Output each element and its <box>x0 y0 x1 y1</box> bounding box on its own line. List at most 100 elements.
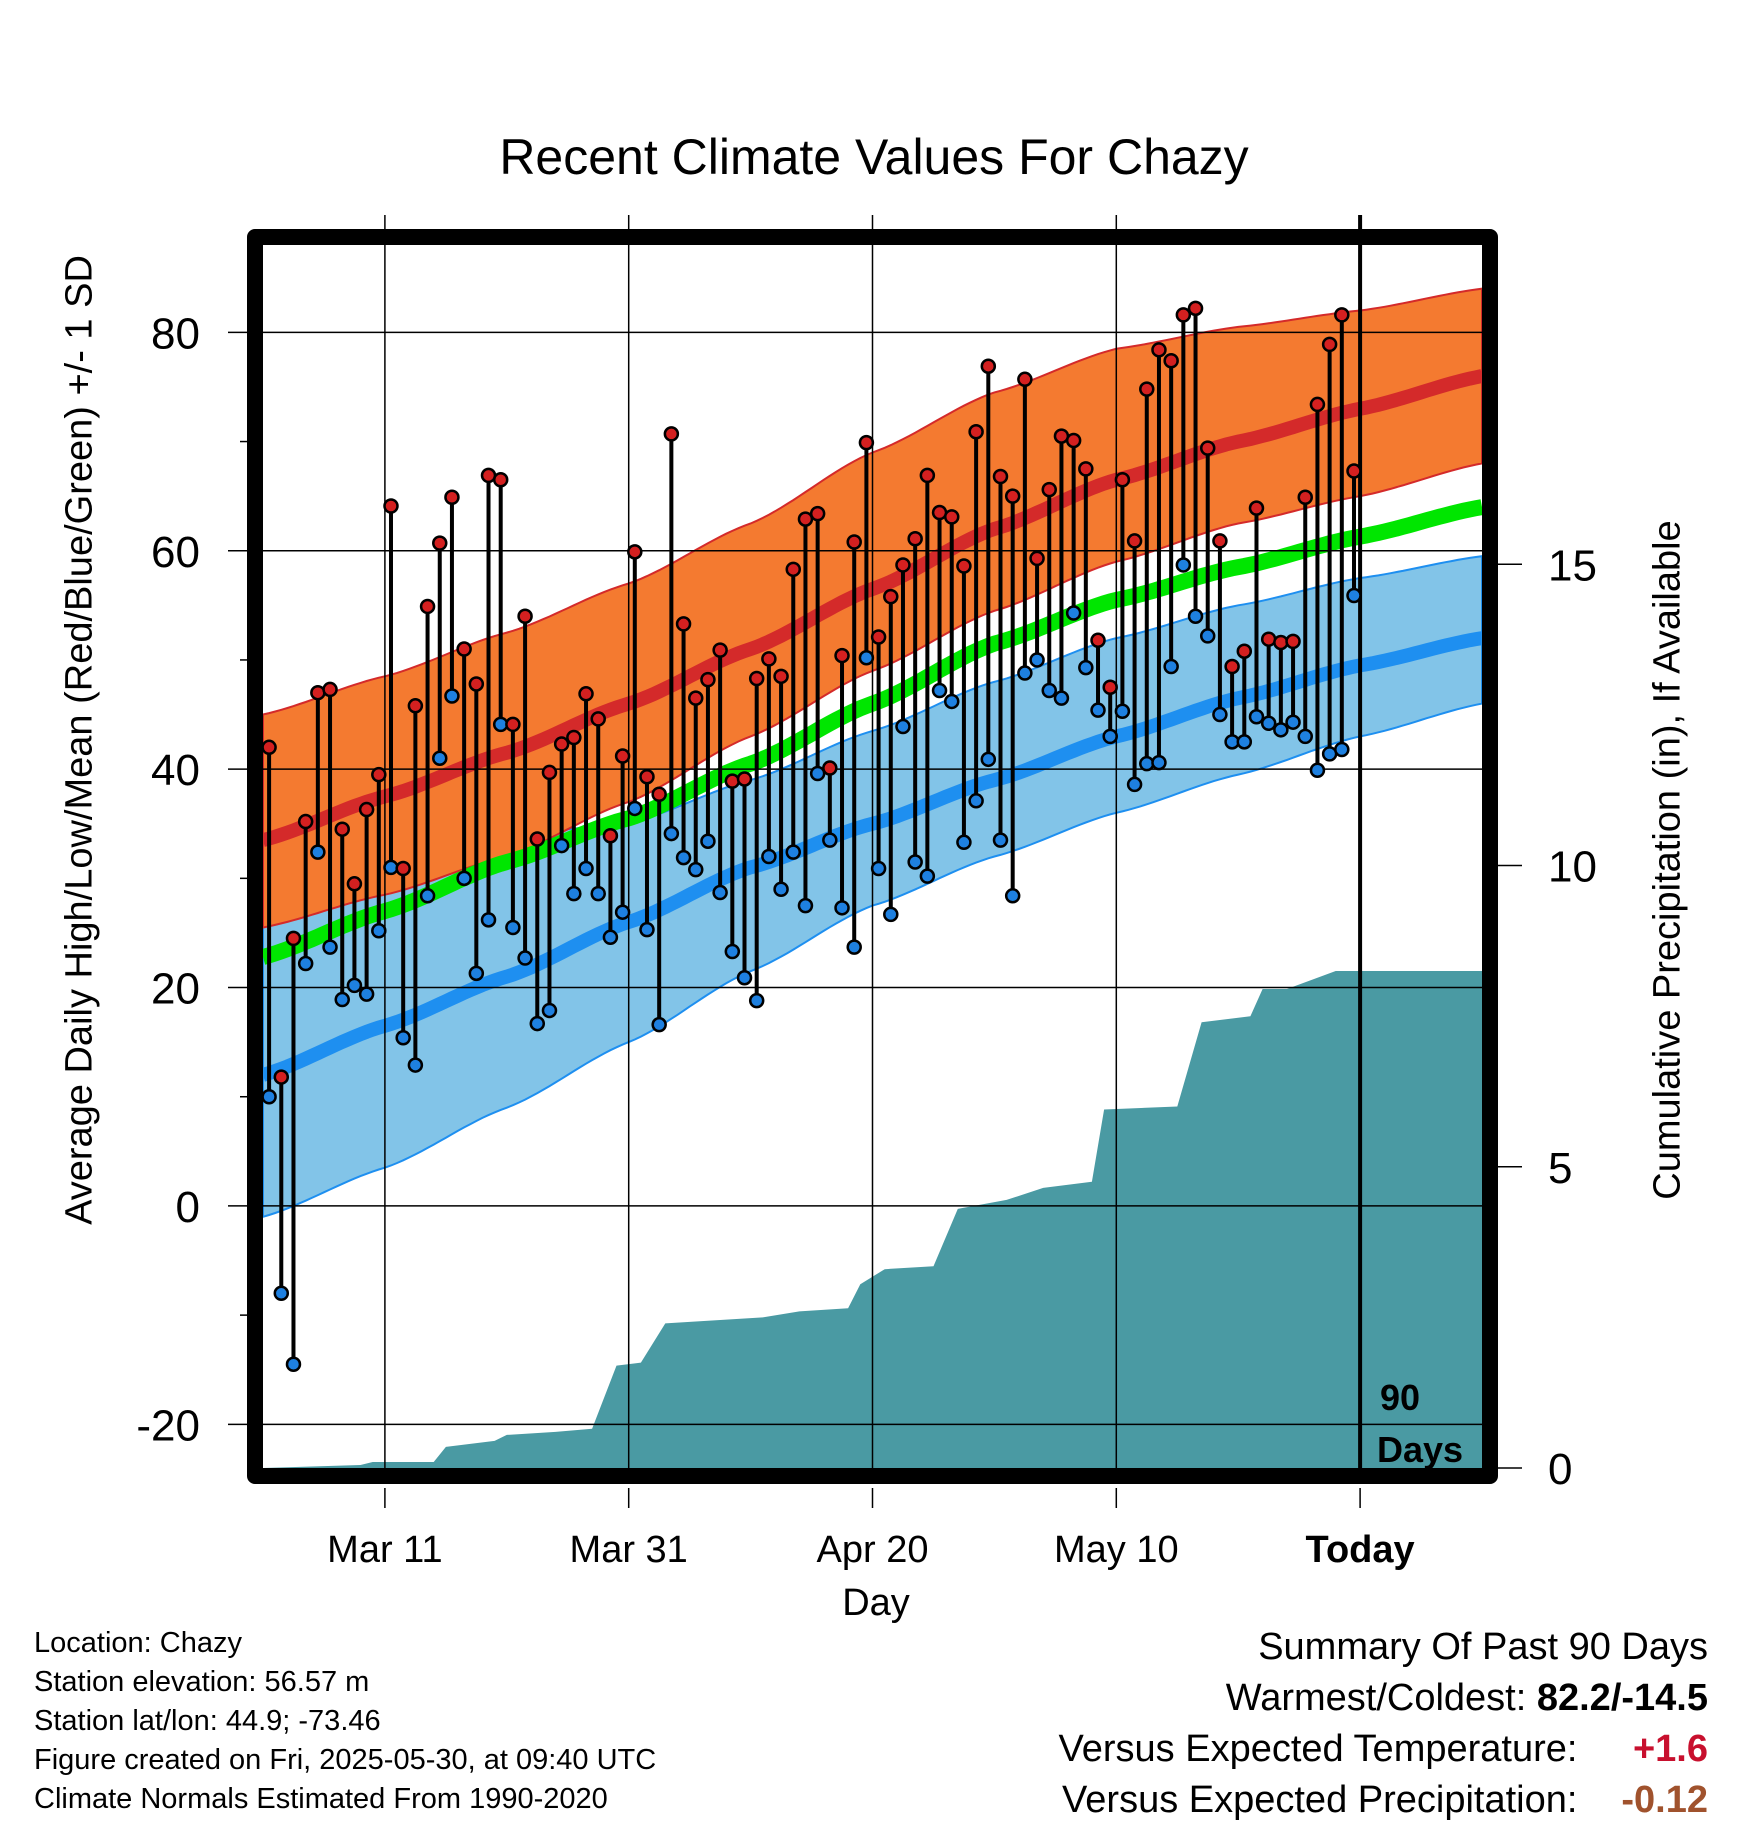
daily-high-point <box>432 535 448 551</box>
y-left-tick-label: -20 <box>136 1401 200 1450</box>
daily-low-point <box>797 897 814 914</box>
daily-low-point <box>1187 608 1204 625</box>
daily-high-point <box>846 534 862 550</box>
daily-high-point <box>1224 658 1240 675</box>
daily-low-point <box>870 860 887 877</box>
y-right-tick-label: 5 <box>1548 1144 1572 1193</box>
daily-low-point <box>956 834 972 851</box>
daily-high-point <box>748 670 765 687</box>
daily-low-point <box>1078 659 1094 676</box>
daily-high-point <box>1285 633 1301 650</box>
daily-low-point <box>773 881 789 898</box>
daily-high-point <box>261 739 277 756</box>
daily-low-point <box>480 912 497 928</box>
daily-low-point <box>444 688 460 704</box>
y-axis-left-label: Average Daily High/Low/Mean (Red/Blue/Gr… <box>58 255 101 1225</box>
daily-high-point <box>285 930 302 947</box>
daily-high-point <box>273 1069 290 1085</box>
daily-high-point <box>346 876 363 892</box>
daily-low-point <box>1236 734 1253 750</box>
daily-high-point <box>505 716 521 733</box>
x-tick-label: Mar 11 <box>327 1529 442 1571</box>
precipitation-area <box>263 971 1482 1468</box>
daily-high-point <box>1041 481 1058 498</box>
y-axis-right-label: Cumulative Precipitation (in), If Availa… <box>1646 520 1689 1200</box>
daily-high-point <box>1212 533 1228 549</box>
daily-high-point <box>578 686 594 702</box>
daily-high-point <box>1248 500 1265 516</box>
y-right-tick-label: 10 <box>1548 843 1597 892</box>
daily-low-point <box>1041 682 1058 699</box>
daily-low-point <box>919 868 936 884</box>
daily-high-point <box>1163 352 1179 369</box>
daily-high-point <box>529 831 546 847</box>
daily-low-point <box>553 837 570 854</box>
daily-low-point <box>614 904 631 920</box>
summary-warmest-row: Warmest/Coldest: 82.2/-14.5 <box>1059 1673 1708 1724</box>
daily-high-point <box>1090 632 1106 649</box>
y-left-tick-label: 0 <box>176 1183 200 1232</box>
daily-high-point <box>1029 550 1045 567</box>
daily-low-point <box>1297 728 1313 745</box>
x-axis-label: Day <box>842 1582 910 1624</box>
daily-low-point <box>407 1057 424 1073</box>
daily-high-point <box>858 434 875 451</box>
daily-low-point <box>1175 557 1192 573</box>
daily-low-point <box>675 849 692 866</box>
daily-low-point <box>371 923 387 939</box>
daily-low-point <box>968 793 984 809</box>
daily-high-point <box>883 588 899 605</box>
daily-high-point <box>663 426 680 442</box>
daily-low-point <box>1053 690 1070 706</box>
daily-low-point <box>1102 728 1118 745</box>
daily-low-point <box>358 986 375 1002</box>
daily-low-point <box>602 929 619 946</box>
daily-high-point <box>895 557 911 573</box>
daily-high-point <box>639 769 655 785</box>
daily-high-point <box>419 598 436 615</box>
daily-high-point <box>919 467 936 484</box>
daily-low-point <box>724 943 741 960</box>
daily-low-point <box>456 870 472 887</box>
daily-high-point <box>712 642 728 658</box>
days-marker-label-number: 90 <box>1380 1377 1420 1418</box>
daily-low-point <box>809 765 826 782</box>
daily-range-stems <box>267 308 1357 1365</box>
daily-high-point <box>1346 463 1362 479</box>
daily-high-point <box>956 558 972 574</box>
daily-high-point <box>834 647 850 664</box>
daily-high-point <box>1065 432 1082 449</box>
daily-low-point <box>578 860 594 877</box>
summary-heading: Summary Of Past 90 Days <box>1258 1626 1708 1668</box>
daily-high-point <box>980 358 997 374</box>
daily-low-point <box>1309 762 1326 778</box>
daily-high-point <box>444 489 460 505</box>
daily-low-point <box>541 1002 558 1019</box>
summary-panel: Summary Of Past 90 Days Warmest/Coldest:… <box>1059 1622 1708 1826</box>
daily-high-point <box>822 760 838 776</box>
daily-low-point <box>663 825 680 842</box>
daily-high-point <box>456 641 472 657</box>
daily-low-point <box>858 650 875 666</box>
grid-lines <box>263 215 1482 1468</box>
daily-high-point <box>492 472 509 488</box>
daily-high-point <box>358 801 375 818</box>
daily-low-point <box>566 885 582 902</box>
daily-low-point <box>1114 703 1131 720</box>
station-info: Location: Chazy Station elevation: 56.57… <box>34 1624 656 1819</box>
daily-high-point <box>992 468 1009 485</box>
daily-low-point <box>1346 587 1362 604</box>
daily-low-point <box>980 751 997 768</box>
plot-frame <box>247 229 1498 1484</box>
summary-warmest-value: 82.2/-14.5 <box>1536 1677 1708 1719</box>
info-latlon: Station lat/lon: 44.9; -73.46 <box>34 1705 381 1737</box>
daily-low-point <box>943 693 960 710</box>
y-left-tick-label: 40 <box>151 746 200 795</box>
daily-high-point <box>675 616 692 632</box>
daily-low-point <box>1065 605 1082 621</box>
daily-low-point <box>468 965 485 982</box>
daily-high-point <box>602 828 619 844</box>
daily-low-point <box>1090 702 1106 718</box>
daily-low-point <box>651 1016 667 1033</box>
summary-temp-value: +1.6 <box>1632 1728 1708 1770</box>
